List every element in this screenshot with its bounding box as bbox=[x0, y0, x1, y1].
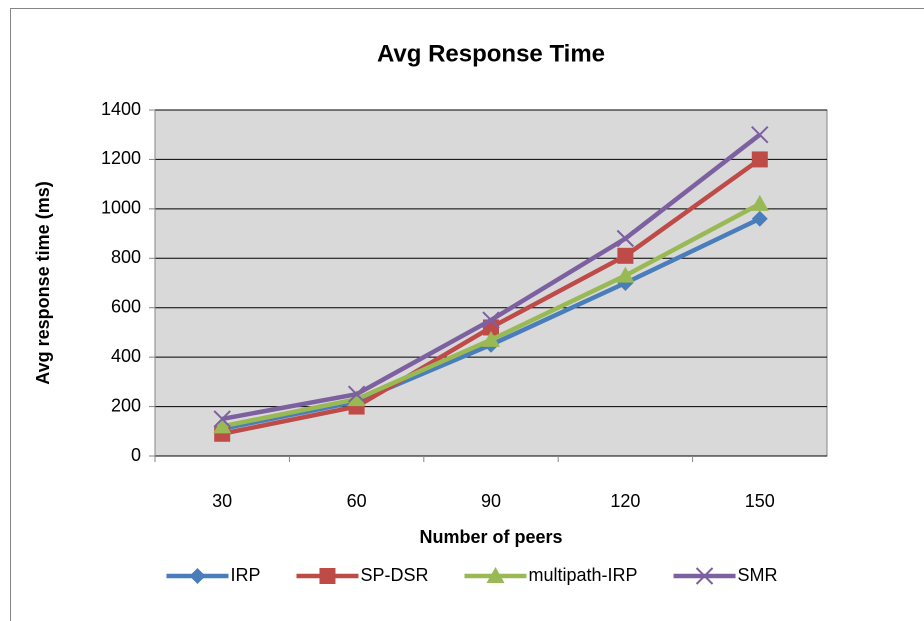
y-tick-label: 800 bbox=[111, 247, 141, 267]
legend-label: multipath-IRP bbox=[528, 565, 637, 585]
y-tick-label: 1400 bbox=[101, 99, 141, 119]
marker bbox=[695, 567, 714, 585]
legend-label: SMR bbox=[738, 565, 778, 585]
y-axis-label: Avg response time (ms) bbox=[33, 181, 53, 384]
x-tick-label: 30 bbox=[212, 491, 232, 511]
legend: IRP SP-DSR multipath-IRP SMR bbox=[166, 565, 778, 585]
chart-title: Avg Response Time bbox=[377, 40, 605, 67]
marker bbox=[751, 210, 768, 227]
x-axis-label: Number of peers bbox=[419, 527, 562, 547]
y-tick-label: 1200 bbox=[101, 148, 141, 168]
y-tick-label: 200 bbox=[111, 395, 141, 415]
marker bbox=[347, 385, 366, 403]
marker bbox=[751, 151, 768, 168]
marker bbox=[617, 247, 634, 264]
marker bbox=[213, 410, 231, 428]
marker bbox=[482, 330, 500, 347]
marker bbox=[347, 390, 366, 407]
legend-label: SP-DSR bbox=[360, 565, 428, 585]
marker bbox=[319, 568, 336, 584]
marker bbox=[751, 126, 769, 144]
y-tick-label: 400 bbox=[111, 346, 141, 366]
x-tick-label: 60 bbox=[347, 491, 367, 511]
marker bbox=[616, 266, 635, 283]
legend-label: IRP bbox=[230, 565, 260, 585]
y-tick-label: 1000 bbox=[101, 198, 141, 218]
marker bbox=[213, 417, 232, 434]
marker bbox=[486, 567, 505, 583]
x-tick-label: 120 bbox=[610, 491, 640, 511]
marker bbox=[616, 229, 635, 248]
x-tick-label: 150 bbox=[745, 491, 775, 511]
y-tick-label: 600 bbox=[111, 296, 141, 316]
marker bbox=[189, 568, 206, 584]
marker bbox=[482, 311, 500, 329]
y-tick-label: 0 bbox=[131, 445, 141, 465]
x-tick-label: 90 bbox=[481, 491, 501, 511]
marker bbox=[750, 194, 769, 211]
